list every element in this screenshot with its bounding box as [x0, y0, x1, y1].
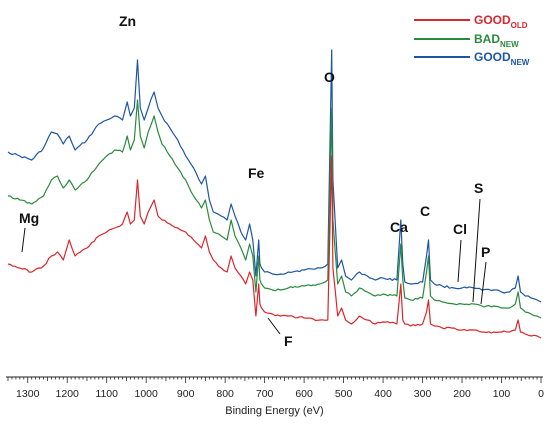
x-tick-label: 1300 [16, 388, 40, 400]
peak-label-f: F [284, 333, 293, 349]
x-tick-label: 600 [295, 388, 313, 400]
series-line-good-new [7, 49, 542, 303]
x-axis: 1300 1200 1100 1000 900 800 700 600 500 400 300 200… [6, 376, 544, 417]
x-tick-label: 800 [216, 388, 234, 400]
annotation-layer: Mg Zn Fe O Ca C Cl S P F [19, 13, 490, 349]
x-tick-label: 700 [256, 388, 274, 400]
peak-label-c: C [420, 203, 430, 219]
legend-label-good-new: GOODNEW [474, 50, 530, 67]
x-axis-title: Binding Energy (eV) [225, 405, 323, 417]
x-tick-label: 400 [374, 388, 392, 400]
x-tick-label: 1000 [135, 388, 159, 400]
peak-label-p: P [481, 244, 490, 260]
series-line-bad-new [8, 99, 542, 319]
x-tick-label: 1200 [56, 388, 80, 400]
x-tick-label: 0 [538, 388, 544, 400]
x-tick-label: 900 [177, 388, 195, 400]
peak-leader-cl [457, 239, 462, 283]
peak-leader-s [472, 198, 481, 303]
legend-label-bad-new: BADNEW [474, 32, 519, 49]
x-tick-label: 500 [335, 388, 353, 400]
peak-label-fe: Fe [248, 165, 265, 181]
peak-leader-mg [21, 227, 26, 253]
peak-label-mg: Mg [19, 210, 39, 226]
x-tick-label: 1100 [95, 388, 118, 400]
x-tick-label: 200 [453, 388, 471, 400]
legend-label-good-old: GOODOLD [474, 13, 528, 30]
peak-label-cl: Cl [453, 221, 467, 237]
peak-label-zn: Zn [119, 13, 136, 29]
x-tick-label: 300 [414, 388, 432, 400]
peak-label-s: S [474, 180, 483, 196]
series-layer [7, 49, 542, 339]
series-line-good-old [7, 155, 542, 339]
peak-label-o: O [324, 69, 335, 85]
x-tick-label: 100 [493, 388, 511, 400]
peak-label-ca: Ca [390, 219, 408, 235]
peak-leader-p [480, 261, 487, 305]
peak-leader-f [267, 317, 281, 335]
